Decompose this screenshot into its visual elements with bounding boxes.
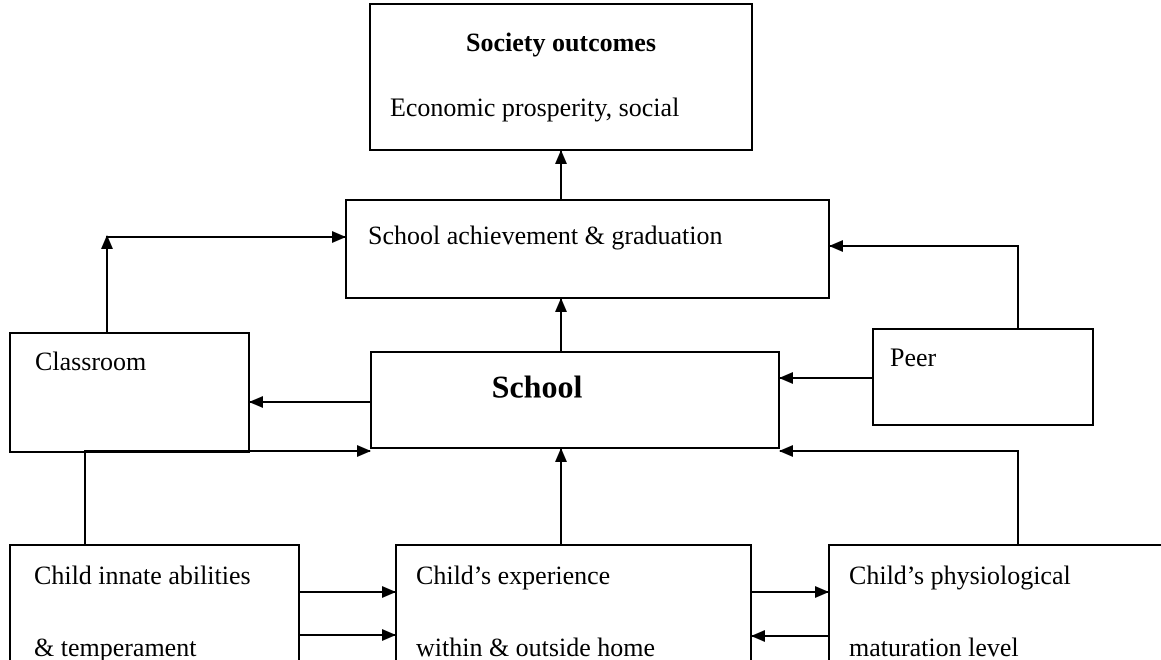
arrow xyxy=(829,240,1019,329)
innate-box xyxy=(9,544,300,660)
arrow xyxy=(84,445,371,545)
labels: Society outcomes Economic prosperity, so… xyxy=(34,28,1071,660)
boxes xyxy=(9,3,1161,660)
experience-box xyxy=(395,544,752,660)
classroom-box xyxy=(9,332,250,453)
node-text: & temperament xyxy=(34,633,197,660)
node-text: Child’s experience xyxy=(416,561,610,590)
physiological-box xyxy=(828,544,1161,660)
node-text: Peer xyxy=(890,343,937,372)
node-text: Child innate abilities xyxy=(34,561,251,590)
node-text: Economic prosperity, social xyxy=(390,93,679,122)
peer-box xyxy=(872,328,1094,426)
node-text: School achievement & graduation xyxy=(368,221,723,250)
school-box xyxy=(370,351,780,449)
node-title: School xyxy=(492,368,583,404)
achievement-box xyxy=(345,199,830,299)
arrow xyxy=(779,445,1019,545)
node-title: Society outcomes xyxy=(466,28,656,57)
node-text: Child’s physiological xyxy=(849,561,1071,590)
node-text: Classroom xyxy=(35,347,146,376)
node-text: within & outside home xyxy=(416,633,655,660)
node-text: maturation level xyxy=(849,633,1019,660)
arrows xyxy=(84,150,1019,642)
society-box xyxy=(369,3,753,151)
